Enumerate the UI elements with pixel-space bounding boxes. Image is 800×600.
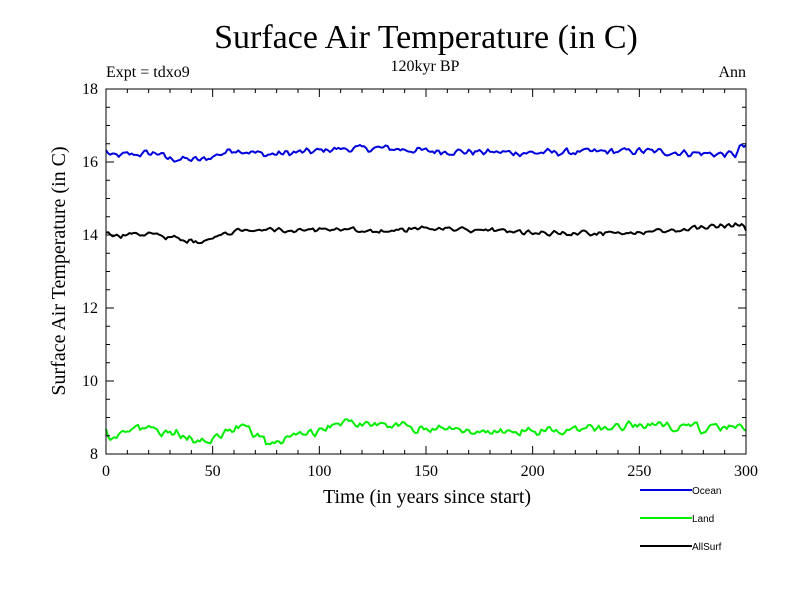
- x-tick-label: 300: [734, 463, 758, 480]
- y-tick-label: 10: [82, 373, 98, 390]
- legend-label-allsurf: AllSurf: [692, 542, 722, 553]
- chart-subtitle: 120kyr BP: [391, 58, 460, 75]
- y-axis-label: Surface Air Temperature (in C): [48, 146, 70, 395]
- tick-labels-layer: 0 50 100 150 200 250 300 8 10 12 14 16 18: [82, 81, 758, 480]
- axes-layer: [105, 88, 747, 455]
- legend: Ocean Land AllSurf: [640, 486, 722, 553]
- y-tick-label: 18: [82, 81, 98, 98]
- y-tick-label: 12: [82, 300, 98, 317]
- x-tick-label: 100: [307, 463, 331, 480]
- x-axis-label: Time (in years since start): [323, 486, 531, 508]
- chart-title: Surface Air Temperature (in C): [214, 19, 638, 56]
- legend-label-ocean: Ocean: [692, 486, 721, 497]
- experiment-label: Expt = tdxo9: [106, 64, 190, 81]
- y-tick-label: 8: [90, 446, 98, 463]
- series-line-land: [105, 418, 747, 446]
- series-layer: [105, 143, 747, 446]
- x-tick-label: 150: [414, 463, 438, 480]
- y-tick-label: 16: [82, 154, 98, 171]
- period-label: Ann: [718, 64, 746, 81]
- x-tick-label: 50: [205, 463, 221, 480]
- series-line-ocean: [105, 143, 747, 163]
- legend-label-land: Land: [692, 514, 714, 525]
- x-tick-label: 200: [521, 463, 545, 480]
- x-tick-label: 0: [102, 463, 110, 480]
- x-tick-label: 250: [627, 463, 651, 480]
- series-line-allsurf: [105, 222, 747, 245]
- y-tick-label: 14: [82, 227, 98, 244]
